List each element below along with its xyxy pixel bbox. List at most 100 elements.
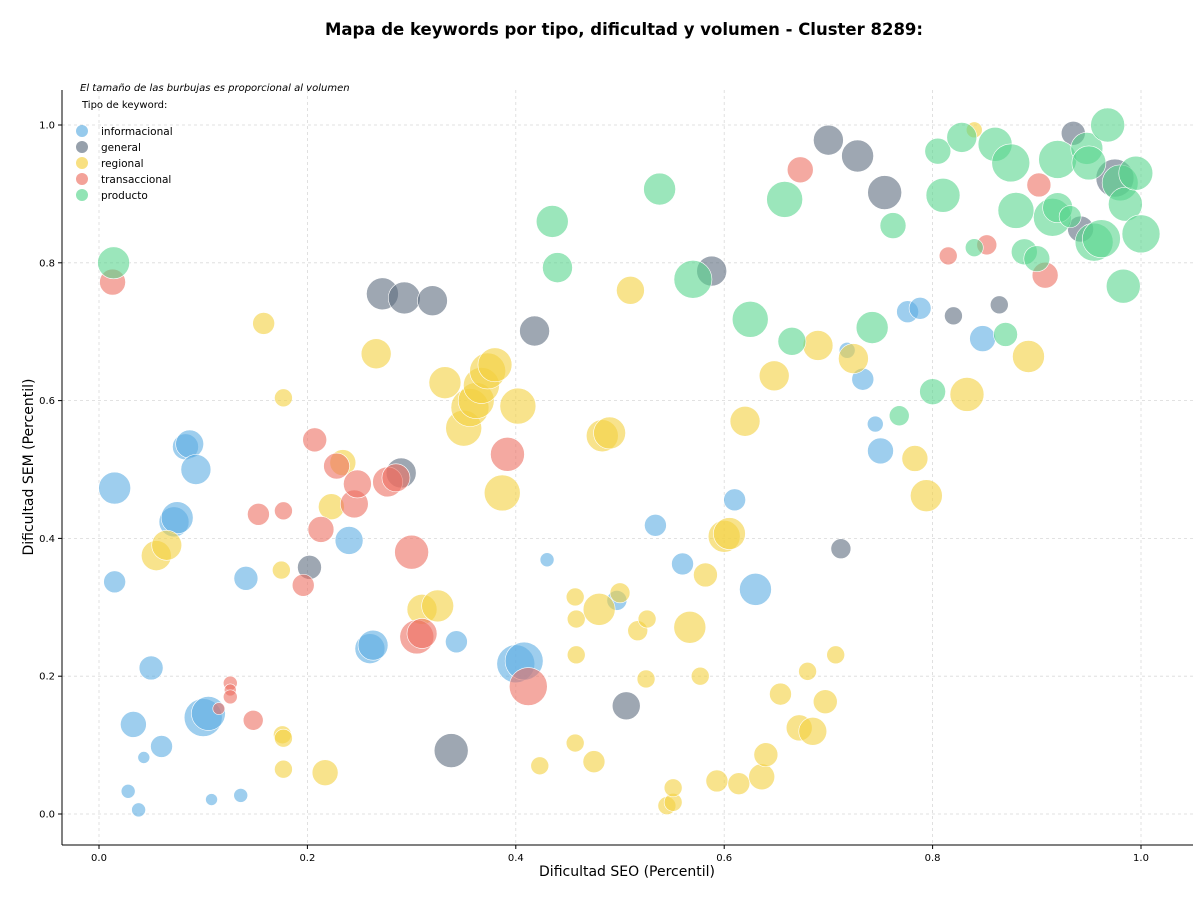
bubble-regional — [274, 759, 293, 779]
bubble-transaccional — [938, 246, 958, 266]
bubble-regional — [636, 669, 656, 689]
bubble-transaccional — [406, 618, 438, 649]
bubble-producto — [1082, 219, 1121, 258]
x-tick-label: 1.0 — [1133, 853, 1149, 864]
bubble-transaccional — [307, 516, 335, 543]
bubble-informacional — [233, 788, 249, 803]
bubble-general — [433, 733, 469, 768]
y-tick-label: 0.6 — [39, 396, 55, 407]
bubble-informacional — [98, 471, 131, 505]
bubble-producto — [1090, 107, 1125, 143]
x-tick-label: 0.2 — [299, 853, 315, 864]
bubble-transaccional — [291, 573, 315, 597]
bubble-informacional — [445, 630, 468, 654]
bubble-regional — [616, 276, 645, 305]
bubble-informacional — [539, 552, 555, 568]
bubble-general — [867, 175, 902, 210]
y-tick-label: 0.0 — [39, 810, 55, 821]
x-tick-label: 0.0 — [91, 853, 107, 864]
bubble-producto — [946, 122, 978, 153]
bubble-transaccional — [381, 463, 411, 493]
bubble-transaccional — [490, 437, 525, 472]
bubble-regional — [272, 560, 291, 580]
bubble-informacional — [723, 488, 746, 512]
axes — [61, 90, 1193, 846]
bubble-producto — [991, 143, 1031, 183]
bubble-regional — [499, 387, 537, 425]
bubble-general — [989, 295, 1009, 315]
bubble-informacional — [908, 296, 932, 320]
bubble-transaccional — [302, 427, 327, 453]
bubble-producto — [535, 205, 569, 238]
bubble-informacional — [120, 783, 136, 799]
bubble-regional — [421, 589, 454, 623]
bubble-regional — [838, 343, 869, 374]
bubble-transaccional — [1026, 172, 1052, 198]
bubble-producto — [1105, 268, 1141, 304]
bubble-informacional — [205, 793, 218, 806]
bubble-transaccional — [222, 689, 238, 705]
bubble-informacional — [334, 526, 364, 555]
bubble-regional — [693, 562, 718, 588]
legend-marker-informacional — [76, 125, 88, 137]
bubble-regional — [274, 388, 293, 408]
bubble-regional — [729, 405, 761, 437]
bubble-transaccional — [242, 709, 264, 731]
bubble-producto — [643, 172, 676, 206]
bubble-regional — [758, 360, 790, 392]
legend-title: Tipo de keyword: — [81, 100, 167, 111]
legend-label-regional: regional — [101, 158, 144, 170]
bubble-transaccional — [247, 502, 270, 526]
chart-subtitle: El tamaño de las burbujas es proporciona… — [80, 83, 350, 94]
x-tick-label: 0.8 — [925, 853, 941, 864]
bubble-informacional — [138, 655, 164, 681]
chart-title: Mapa de keywords por tipo, dificultad y … — [324, 20, 924, 39]
bubble-regional — [609, 582, 631, 604]
bubble-producto — [964, 238, 984, 257]
bubble-producto — [542, 252, 573, 283]
bubble-informacional — [644, 514, 667, 537]
bubble-producto — [766, 181, 803, 218]
bubble-regional — [910, 479, 943, 512]
bubble-transaccional — [509, 667, 548, 706]
bubble-regional — [901, 445, 929, 472]
bubble-producto — [997, 192, 1035, 229]
y-tick-label: 0.2 — [39, 672, 55, 683]
bubble-regional — [483, 474, 521, 512]
x-tick-label: 0.4 — [508, 853, 524, 864]
bubble-regional — [428, 366, 462, 399]
bubble-informacional — [160, 501, 194, 535]
bubbles — [97, 107, 1161, 818]
bubble-general — [417, 285, 448, 316]
bubble-regional — [798, 662, 817, 681]
legend-label-informacional: informacional — [101, 126, 173, 138]
bubble-producto — [993, 322, 1018, 347]
bubble-producto — [879, 212, 907, 239]
bubble-regional — [565, 733, 585, 753]
bubble-regional — [949, 377, 985, 412]
bubble-regional — [593, 416, 626, 450]
bubble-informacional — [739, 573, 772, 606]
bubble-informacional — [867, 437, 894, 465]
bubble-regional — [637, 609, 657, 629]
bubble-regional — [802, 330, 834, 361]
bubble-producto — [1058, 205, 1082, 228]
bubble-regional — [748, 763, 776, 791]
bubble-general — [813, 124, 844, 156]
bubble-regional — [360, 338, 392, 370]
bubble-regional — [311, 759, 339, 786]
bubble-informacional — [233, 566, 259, 591]
bubble-producto — [1071, 145, 1107, 181]
bubble-regional — [713, 517, 746, 550]
bubble-informacional — [866, 415, 884, 433]
bubble-regional — [812, 689, 838, 714]
bubble-regional — [566, 609, 586, 629]
y-tick-label: 0.4 — [39, 534, 55, 545]
bubble-informacional — [175, 429, 204, 459]
bubble-informacional — [120, 711, 147, 738]
bubble-regional — [582, 593, 616, 626]
bubble-regional — [769, 682, 792, 706]
legend-marker-transaccional — [76, 173, 88, 185]
bubble-general — [944, 306, 963, 326]
